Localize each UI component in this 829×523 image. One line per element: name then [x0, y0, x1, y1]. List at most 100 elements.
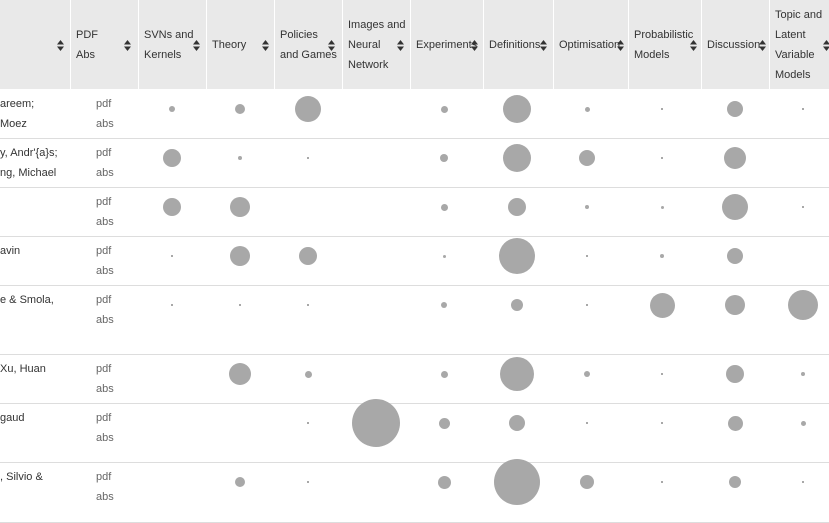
topic-bubble-experiments: [441, 302, 447, 308]
topic-bubble-theory: [239, 304, 241, 306]
column-header-discussion[interactable]: Discussion: [701, 0, 769, 89]
topic-bubble-definitions: [509, 415, 525, 431]
author-text: e & Smola,: [0, 294, 54, 306]
topic-bubble-definitions: [503, 95, 531, 123]
topic-bubble-optimisation: [586, 255, 588, 257]
topic-bubble-discussion: [725, 295, 745, 315]
pdf-link[interactable]: pdf: [96, 363, 112, 375]
column-header-theory[interactable]: Theory: [206, 0, 274, 89]
topic-bubble-optimisation: [580, 475, 594, 489]
author-cell: e & Smola,: [0, 290, 66, 310]
pdf-link[interactable]: pdf: [96, 294, 112, 306]
topic-bubble-experiments: [438, 417, 450, 429]
abs-link[interactable]: abs: [96, 432, 114, 444]
header-label-line: Optimisation: [559, 38, 621, 51]
sort-icon[interactable]: [328, 40, 335, 51]
column-header-label: Definitions: [489, 35, 540, 55]
sort-icon[interactable]: [540, 40, 547, 51]
topic-bubble-probabilistic: [661, 373, 663, 375]
topic-bubble-definitions: [499, 238, 535, 274]
topic-bubble-policies: [299, 247, 317, 265]
topic-bubble-discussion: [727, 415, 743, 431]
header-label-line: SVNs and: [144, 28, 194, 41]
sort-icon[interactable]: [617, 40, 624, 51]
topic-bubble-topic: [801, 372, 805, 376]
sort-icon[interactable]: [57, 40, 64, 51]
topic-bubble-svn: [163, 149, 181, 167]
topic-bubble-theory: [229, 363, 251, 385]
topic-bubble-optimisation: [584, 371, 590, 377]
topic-bubble-topic: [802, 108, 804, 110]
abs-link[interactable]: abs: [96, 118, 114, 130]
column-header-label: Topic and Latent Variable Models: [775, 5, 822, 85]
topic-bubble-policies: [307, 481, 309, 483]
author-cell: y, Andr'{a}s; ng, Michael: [0, 143, 66, 183]
column-header-pdfabs[interactable]: PDF Abs: [70, 0, 138, 89]
sort-icon[interactable]: [397, 40, 404, 51]
column-header-definitions[interactable]: Definitions: [483, 0, 553, 89]
column-header-probabilistic[interactable]: Probabilistic Models: [628, 0, 701, 89]
pdf-link[interactable]: pdf: [96, 245, 112, 257]
topic-bubble-topic: [788, 290, 818, 320]
topic-bubble-topic: [802, 481, 804, 483]
row-divider: [0, 403, 829, 404]
column-header-images[interactable]: Images and Neural Network: [342, 0, 410, 89]
topic-bubble-definitions: [500, 357, 534, 391]
topic-bubble-svn: [171, 255, 173, 257]
column-header-label: Optimisation: [559, 35, 620, 55]
topic-bubble-theory: [235, 477, 245, 487]
topic-bubble-theory: [230, 246, 250, 266]
header-label-line: Variable: [775, 48, 815, 61]
pdf-link[interactable]: pdf: [96, 98, 112, 110]
column-header-label: PDF Abs: [76, 25, 98, 65]
topic-bubble-discussion: [724, 147, 746, 169]
column-header-label: SVNs and Kernels: [144, 25, 194, 65]
column-header-label: Policies and Games: [280, 25, 337, 65]
header-label-line: Discussion: [707, 38, 761, 51]
pdf-link[interactable]: pdf: [96, 196, 112, 208]
column-header-policies[interactable]: Policies and Games: [274, 0, 342, 89]
abs-link[interactable]: abs: [96, 216, 114, 228]
topic-bubble-topic: [800, 420, 806, 426]
header-label-line: Topic and: [775, 8, 823, 21]
author-cell: avin: [0, 241, 66, 261]
topic-bubble-theory: [230, 197, 250, 217]
column-header-svn[interactable]: SVNs and Kernels: [138, 0, 206, 89]
topic-bubble-optimisation: [586, 422, 588, 424]
column-header-experiments[interactable]: Experiments: [410, 0, 483, 89]
abs-link[interactable]: abs: [96, 383, 114, 395]
header-label-line: Network: [348, 58, 389, 71]
pdf-link[interactable]: pdf: [96, 147, 112, 159]
topic-bubble-discussion: [726, 365, 744, 383]
sort-icon[interactable]: [823, 40, 829, 51]
topic-bubble-experiments: [437, 475, 451, 489]
sort-icon[interactable]: [262, 40, 269, 51]
pdf-link[interactable]: pdf: [96, 412, 112, 424]
column-header-topic[interactable]: Topic and Latent Variable Models: [769, 0, 829, 89]
sort-icon[interactable]: [759, 40, 766, 51]
sort-icon[interactable]: [471, 40, 478, 51]
topic-bubble-svn: [171, 304, 173, 306]
sort-icon[interactable]: [193, 40, 200, 51]
topic-bubble-discussion: [727, 248, 743, 264]
abs-link[interactable]: abs: [96, 491, 114, 503]
author-text: y, Andr'{a}s;: [0, 147, 58, 159]
topic-bubble-experiments: [442, 254, 446, 258]
header-label-line: Probabilistic: [634, 28, 694, 41]
author-text: , Silvio &: [0, 471, 43, 483]
header-label-line: PDF: [76, 28, 98, 41]
topic-bubble-policies: [295, 96, 321, 122]
topic-bubble-policies: [307, 157, 309, 159]
topic-bubble-svn: [163, 198, 181, 216]
sort-icon[interactable]: [124, 40, 131, 51]
abs-link[interactable]: abs: [96, 314, 114, 326]
sort-icon[interactable]: [690, 40, 697, 51]
row-divider: [0, 187, 829, 188]
abs-link[interactable]: abs: [96, 167, 114, 179]
pdf-link[interactable]: pdf: [96, 471, 112, 483]
column-header-optimisation[interactable]: Optimisation: [553, 0, 628, 89]
abs-link[interactable]: abs: [96, 265, 114, 277]
row-divider: [0, 285, 829, 286]
row-divider: [0, 138, 829, 139]
